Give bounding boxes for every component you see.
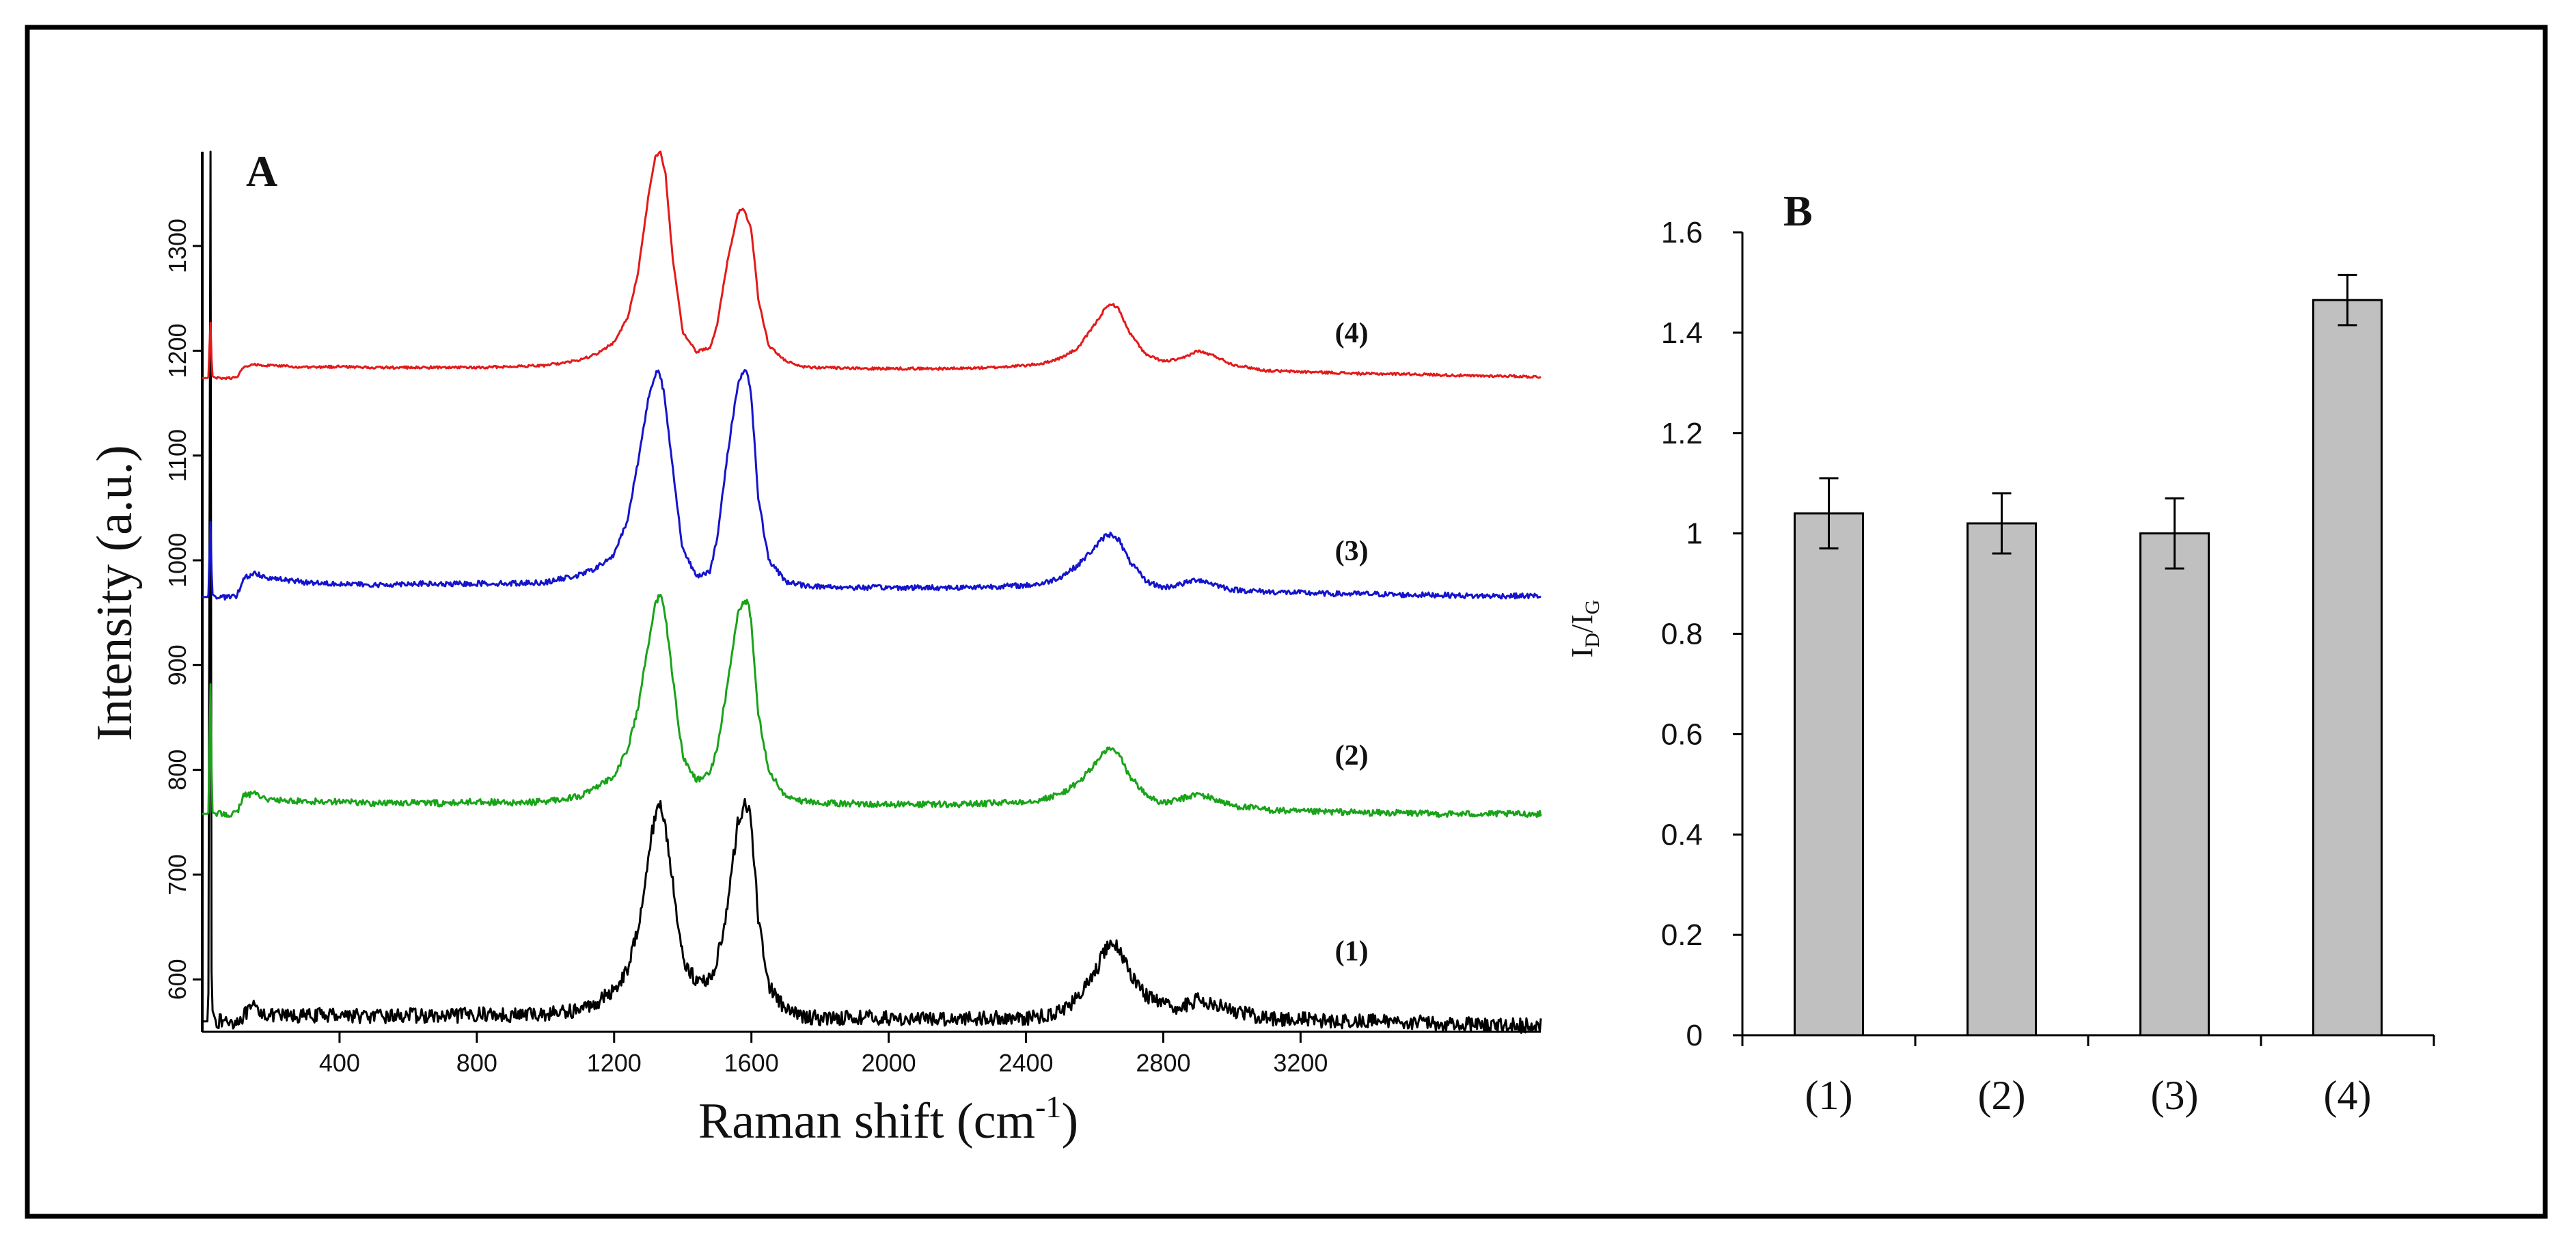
spectrum-line-1 — [202, 150, 1542, 1034]
panel-b-y-axis-title: ID/IG — [1565, 600, 1604, 658]
panel-b-bars — [1794, 273, 2383, 1037]
spectrum-label-1: (1) — [1335, 936, 1369, 968]
y-tick-label: 900 — [163, 644, 191, 685]
panel-b-x-ticks: (1) (2) (3) (4) — [1741, 1035, 2435, 1118]
x-axis-title-sup: -1 — [1035, 1089, 1061, 1124]
y-title-slash-i: /I — [1565, 614, 1599, 633]
y-tick-label: 700 — [163, 854, 191, 895]
panel-a-y-axis-title: Intensity (a.u.) — [87, 445, 143, 741]
panel-a-label: A — [246, 147, 277, 195]
x-tick-label: 2400 — [998, 1049, 1053, 1077]
panel-b-label: B — [1783, 187, 1813, 235]
y-tick-label: 0.8 — [1661, 618, 1703, 651]
bar-2 — [1967, 522, 2037, 1037]
panel-a-x-axis-title: Raman shift (cm-1) — [698, 1089, 1078, 1149]
x-tick-label: 2000 — [862, 1049, 916, 1077]
y-tick-label: 1300 — [163, 219, 191, 273]
y-title-i1: I — [1565, 648, 1599, 658]
panel-a-y-ticks: 600 700 800 900 1000 1100 1200 1300 — [163, 219, 202, 1000]
x-tick-label: 2800 — [1136, 1049, 1190, 1077]
x-tick-label: 1600 — [724, 1049, 779, 1077]
y-tick-label: 1200 — [163, 323, 191, 378]
panel-a-x-ticks: 400 800 1200 1600 2000 2400 2800 3200 — [319, 1032, 1328, 1077]
y-tick-label: 1.4 — [1661, 316, 1703, 350]
x-axis-title-end: ) — [1061, 1093, 1078, 1149]
spectrum-label-4: (4) — [1335, 318, 1369, 349]
category-label: (4) — [2324, 1073, 2372, 1118]
bar-4 — [2312, 299, 2383, 1037]
x-tick-label: 800 — [456, 1049, 497, 1077]
y-tick-label: 0.2 — [1661, 918, 1703, 952]
y-tick-label: 0 — [1686, 1019, 1703, 1052]
x-tick-label: 1200 — [587, 1049, 642, 1077]
spectrum-line-3 — [202, 369, 1542, 601]
spectrum-label-2: (2) — [1335, 740, 1369, 771]
x-tick-label: 400 — [319, 1049, 360, 1077]
bar-3 — [2139, 532, 2210, 1037]
panel-a-series — [202, 150, 1542, 1034]
category-label: (1) — [1805, 1073, 1853, 1118]
panel-b-intensity-ratio: B 0 0.2 0.4 0.6 0.8 1 1.2 1.4 1.6 (1) (2) (3) (4) I… — [1565, 187, 2435, 1118]
x-tick-label: 3200 — [1273, 1049, 1328, 1077]
spectrum-line-2 — [202, 593, 1542, 819]
y-tick-label: 1.2 — [1661, 417, 1703, 450]
y-tick-label: 1.6 — [1661, 216, 1703, 249]
panel-b-y-ticks: 0 0.2 0.4 0.6 0.8 1 1.2 1.4 1.6 — [1661, 216, 1742, 1052]
y-tick-label: 0.4 — [1661, 818, 1703, 851]
y-title-sub-d: D — [1581, 633, 1604, 648]
category-label: (2) — [1978, 1073, 2026, 1118]
y-tick-label: 800 — [163, 750, 191, 791]
bar-1 — [1794, 512, 1864, 1037]
y-tick-label: 600 — [163, 959, 191, 1000]
y-title-sub-g: G — [1581, 600, 1604, 615]
panel-a-raman-spectra: A 600 700 800 900 1000 1100 1200 1300 400 800 120… — [87, 147, 1542, 1149]
y-tick-label: 1 — [1686, 517, 1703, 551]
spectrum-label-3: (3) — [1335, 536, 1369, 567]
panel-a-series-labels: (1) (2) (3) (4) — [1335, 318, 1369, 968]
category-label: (3) — [2151, 1073, 2199, 1118]
y-tick-label: 1000 — [163, 533, 191, 588]
x-axis-title-main: Raman shift (cm — [698, 1093, 1035, 1149]
y-tick-label: 0.6 — [1661, 717, 1703, 751]
spectrum-line-4 — [202, 150, 1542, 381]
y-tick-label: 1100 — [163, 429, 191, 482]
